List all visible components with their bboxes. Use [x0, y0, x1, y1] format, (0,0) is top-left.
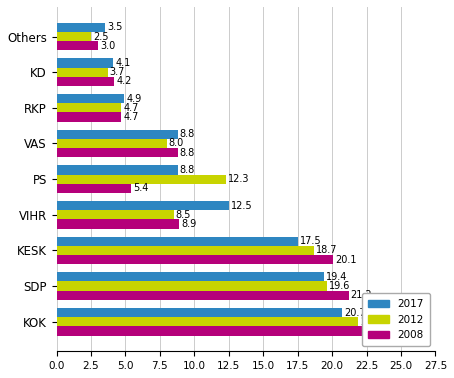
Bar: [57, 58, 113, 68]
Text: 8.0: 8.0: [169, 138, 184, 149]
Text: 4.7: 4.7: [123, 103, 139, 113]
Bar: [57, 113, 121, 122]
Text: 4.1: 4.1: [115, 58, 130, 68]
Bar: [57, 291, 349, 300]
Text: 18.7: 18.7: [316, 245, 338, 256]
Text: 4.7: 4.7: [123, 112, 139, 122]
Bar: [57, 327, 379, 336]
Bar: [57, 148, 178, 157]
Text: 19.4: 19.4: [326, 272, 347, 282]
Bar: [57, 165, 178, 175]
Text: 20.1: 20.1: [336, 255, 357, 265]
Bar: [57, 272, 324, 282]
Text: 3.5: 3.5: [107, 22, 122, 32]
Bar: [57, 77, 114, 86]
Text: 21.9: 21.9: [360, 317, 382, 327]
Bar: [57, 184, 131, 193]
Bar: [57, 282, 326, 291]
Bar: [57, 255, 334, 264]
Text: 5.4: 5.4: [133, 183, 148, 194]
Bar: [57, 103, 121, 113]
Bar: [57, 210, 173, 220]
Bar: [57, 23, 105, 32]
Text: 21.2: 21.2: [350, 290, 372, 301]
Text: 8.8: 8.8: [180, 148, 195, 158]
Text: 4.9: 4.9: [126, 93, 141, 104]
Text: 2.5: 2.5: [93, 31, 109, 42]
Bar: [57, 175, 226, 184]
Bar: [57, 246, 314, 255]
Text: 8.8: 8.8: [180, 165, 195, 175]
Text: 19.6: 19.6: [329, 281, 350, 291]
Text: 20.7: 20.7: [344, 307, 365, 318]
Text: 12.3: 12.3: [228, 174, 250, 184]
Bar: [57, 68, 108, 77]
Bar: [57, 139, 167, 148]
Bar: [57, 220, 179, 229]
Bar: [57, 32, 91, 41]
Bar: [57, 130, 178, 139]
Text: 8.8: 8.8: [180, 129, 195, 139]
Bar: [57, 201, 229, 210]
Text: 23.4: 23.4: [381, 326, 403, 336]
Text: 8.5: 8.5: [176, 210, 191, 220]
Bar: [57, 308, 342, 317]
Bar: [57, 317, 358, 327]
Bar: [57, 237, 298, 246]
Text: 12.5: 12.5: [231, 200, 252, 211]
Text: 4.2: 4.2: [117, 76, 132, 87]
Text: 17.5: 17.5: [300, 236, 321, 246]
Bar: [57, 94, 124, 103]
Text: 8.9: 8.9: [181, 219, 197, 229]
Text: 3.0: 3.0: [100, 41, 115, 51]
Text: 3.7: 3.7: [109, 67, 125, 77]
Legend: 2017, 2012, 2008: 2017, 2012, 2008: [362, 293, 430, 346]
Bar: [57, 41, 98, 50]
